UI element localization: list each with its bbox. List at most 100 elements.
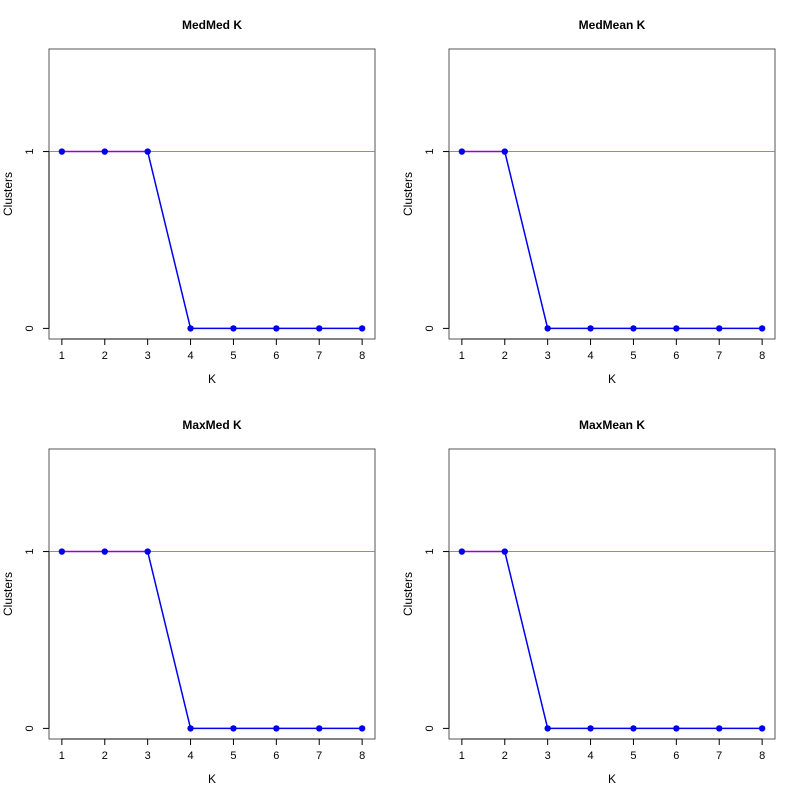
data-point <box>630 725 637 732</box>
data-point <box>544 325 551 332</box>
chart-svg: MedMean K 1 2 3 4 5 6 7 8 K 0 1 Clusters <box>401 18 776 386</box>
y-tick-label: 0 <box>424 725 436 731</box>
y-tick-label: 0 <box>424 325 436 331</box>
data-point <box>458 148 466 155</box>
y-axis-label: Clusters <box>1 172 15 216</box>
x-tick-label: 5 <box>230 350 236 362</box>
x-tick-label: 1 <box>59 750 65 762</box>
y-axis-label: Clusters <box>401 172 415 216</box>
plot-frame <box>48 48 376 340</box>
x-tick-label: 7 <box>316 750 322 762</box>
chart-title: MaxMean K <box>579 418 645 432</box>
data-point <box>144 548 151 555</box>
x-tick-label: 7 <box>716 350 722 362</box>
y-tick-label: 1 <box>424 548 436 554</box>
data-point <box>101 148 108 155</box>
x-tick-label: 4 <box>187 750 193 762</box>
data-point <box>316 725 323 732</box>
chart-panel-maxmed: MaxMed K 1 2 3 4 5 6 7 8 K 0 1 Clusters <box>0 400 400 800</box>
plot-frame <box>448 48 776 340</box>
data-point <box>316 325 323 332</box>
series-line-segment <box>504 151 549 329</box>
data-point <box>187 725 194 732</box>
data-point <box>673 725 680 732</box>
x-tick-label: 4 <box>587 750 593 762</box>
data-point <box>273 725 280 732</box>
data-point <box>230 325 237 332</box>
data-point <box>630 325 637 332</box>
y-tick-label: 1 <box>424 148 436 154</box>
x-tick-label: 6 <box>273 350 279 362</box>
x-tick-label: 6 <box>273 750 279 762</box>
data-point <box>587 325 594 332</box>
x-tick-label: 8 <box>759 750 765 762</box>
x-tick-label: 6 <box>673 350 679 362</box>
data-point <box>501 148 508 155</box>
x-tick-label: 2 <box>502 350 508 362</box>
x-tick-label: 5 <box>230 750 236 762</box>
x-tick-label: 1 <box>59 350 65 362</box>
x-axis-label: K <box>608 372 616 386</box>
x-axis-label: K <box>608 772 616 786</box>
chart-title: MedMean K <box>579 18 646 32</box>
data-point <box>144 148 151 155</box>
x-tick-label: 6 <box>673 750 679 762</box>
x-tick-label: 3 <box>545 350 551 362</box>
x-tick-label: 2 <box>502 750 508 762</box>
x-tick-label: 7 <box>716 750 722 762</box>
x-tick-label: 3 <box>145 750 151 762</box>
data-point <box>716 325 723 332</box>
x-tick-label: 4 <box>187 350 193 362</box>
series-line-segment <box>146 551 192 729</box>
chart-panel-medmean: MedMean K 1 2 3 4 5 6 7 8 K 0 1 Clusters <box>400 0 800 400</box>
plot-frame <box>48 448 376 740</box>
x-axis-label: K <box>208 772 216 786</box>
x-tick-label: 2 <box>102 750 108 762</box>
x-tick-label: 4 <box>587 350 593 362</box>
data-point <box>501 548 508 555</box>
data-point <box>358 725 366 732</box>
y-tick-label: 1 <box>24 148 36 154</box>
chart-svg: MedMed K 1 2 3 4 5 6 7 8 K 0 1 Clusters <box>1 18 376 386</box>
chart-svg: MaxMean K 1 2 3 4 5 6 7 8 K 0 1 Clusters <box>401 418 776 786</box>
data-point <box>273 325 280 332</box>
x-tick-label: 1 <box>459 750 465 762</box>
series-line-segment <box>146 151 192 329</box>
x-tick-label: 8 <box>359 350 365 362</box>
series-line-segment <box>504 551 549 729</box>
data-point <box>230 725 237 732</box>
data-point <box>458 548 466 555</box>
y-axis-label: Clusters <box>401 572 415 616</box>
y-tick-label: 0 <box>24 725 36 731</box>
plot-frame <box>448 448 776 740</box>
data-point <box>673 325 680 332</box>
x-tick-label: 8 <box>359 750 365 762</box>
data-point <box>358 325 366 332</box>
chart-title: MedMed K <box>182 18 242 32</box>
y-axis-label: Clusters <box>1 572 15 616</box>
data-point <box>758 725 766 732</box>
x-tick-label: 5 <box>630 750 636 762</box>
x-tick-label: 3 <box>545 750 551 762</box>
x-tick-label: 8 <box>759 350 765 362</box>
chart-svg: MaxMed K 1 2 3 4 5 6 7 8 K 0 1 Clusters <box>1 418 376 786</box>
y-tick-label: 1 <box>24 548 36 554</box>
chart-panel-medmed: MedMed K 1 2 3 4 5 6 7 8 K 0 1 Clusters <box>0 0 400 400</box>
data-point <box>101 548 108 555</box>
chart-title: MaxMed K <box>182 418 242 432</box>
x-tick-label: 7 <box>316 350 322 362</box>
x-axis-label: K <box>208 372 216 386</box>
x-tick-label: 1 <box>459 350 465 362</box>
x-tick-label: 3 <box>145 350 151 362</box>
data-point <box>716 725 723 732</box>
x-tick-label: 2 <box>102 350 108 362</box>
data-point <box>587 725 594 732</box>
y-tick-label: 0 <box>24 325 36 331</box>
data-point <box>758 325 766 332</box>
data-point <box>544 725 551 732</box>
data-point <box>58 148 66 155</box>
data-point <box>58 548 66 555</box>
data-point <box>187 325 194 332</box>
x-tick-label: 5 <box>630 350 636 362</box>
